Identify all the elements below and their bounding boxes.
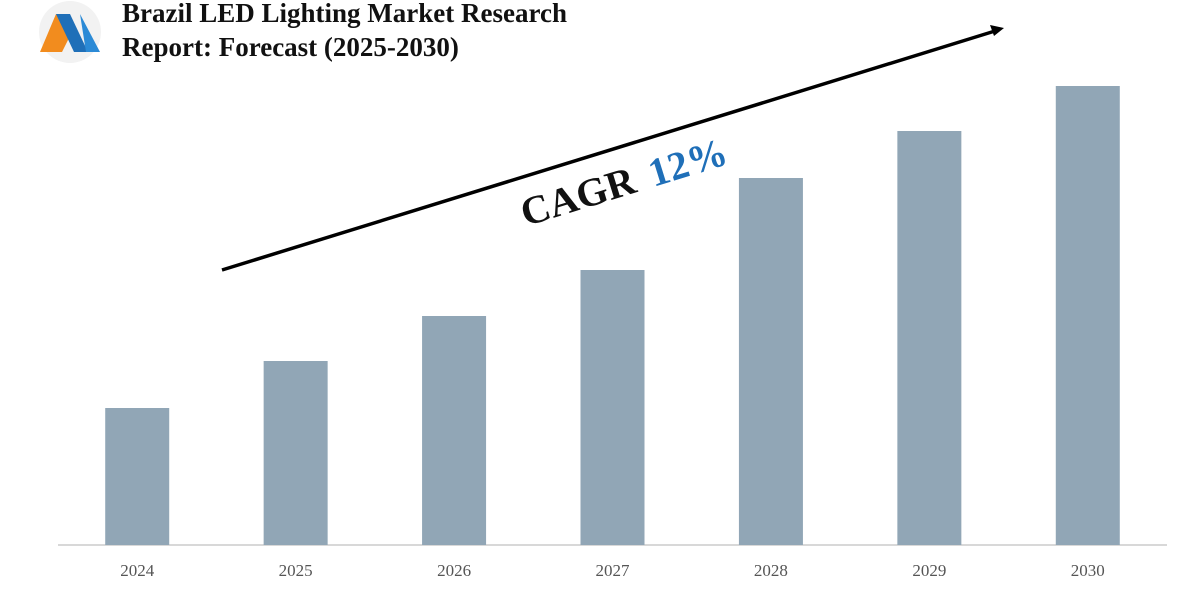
bar	[263, 361, 328, 545]
cagr-value: 12%	[643, 129, 733, 196]
bar	[105, 408, 170, 545]
logo-mid	[56, 14, 88, 52]
bar	[422, 316, 487, 545]
x-tick-label: 2029	[912, 561, 946, 580]
bar	[738, 178, 803, 545]
chart-title: Report: Forecast (2025-2030)	[122, 32, 459, 62]
x-tick-label: 2027	[596, 561, 631, 580]
x-tick-label: 2030	[1071, 561, 1105, 580]
logo	[39, 1, 101, 63]
bar	[580, 270, 645, 545]
bar	[1055, 86, 1120, 545]
x-tick-label: 2026	[437, 561, 471, 580]
bar	[897, 131, 962, 545]
x-tick-label: 2024	[120, 561, 155, 580]
trend-arrow	[221, 29, 996, 272]
chart-title: Brazil LED Lighting Market Research	[122, 0, 567, 28]
cagr-label: CAGR	[515, 157, 642, 235]
logo-left	[40, 14, 70, 52]
x-tick-label: 2028	[754, 561, 788, 580]
x-tick-label: 2025	[279, 561, 313, 580]
arrow-head	[990, 25, 1004, 36]
logo-right	[80, 14, 100, 52]
